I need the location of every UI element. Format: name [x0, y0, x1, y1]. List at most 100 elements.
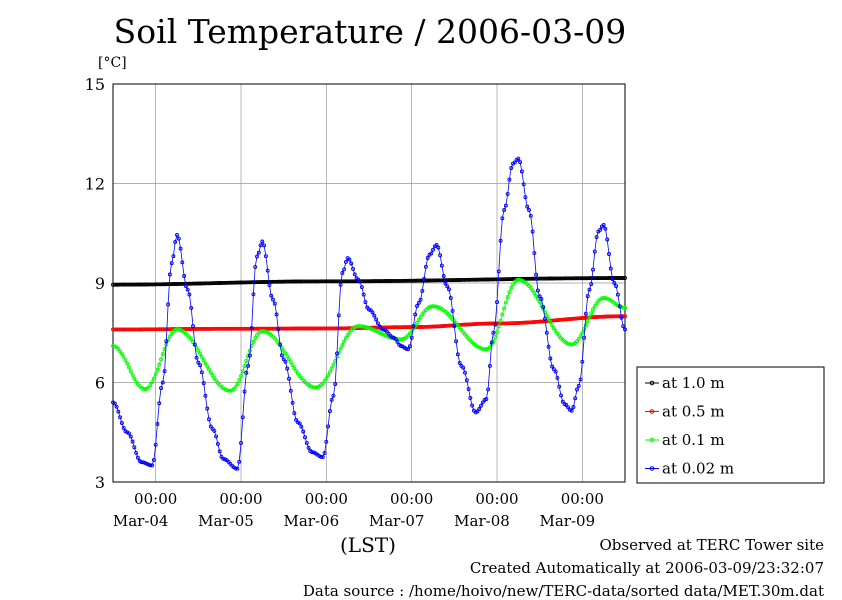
data-point [406, 347, 411, 352]
data-point [288, 360, 293, 365]
data-point [509, 166, 514, 170]
data-point [183, 284, 188, 288]
data-point [393, 325, 398, 330]
data-point [528, 213, 533, 218]
data-point [587, 276, 592, 281]
data-point [372, 279, 377, 284]
data-point [589, 276, 594, 281]
data-point [125, 327, 130, 332]
data-point [183, 327, 188, 331]
data-point [324, 376, 329, 381]
data-point [214, 326, 219, 331]
data-point [324, 326, 329, 331]
data-point [498, 277, 503, 282]
data-point [235, 280, 240, 285]
data-point [514, 321, 519, 326]
data-point [143, 327, 147, 332]
data-point [585, 276, 590, 281]
data-point [534, 293, 539, 298]
data-point [479, 277, 483, 282]
data-point [566, 317, 571, 322]
data-point [319, 454, 323, 459]
series-line [112, 157, 626, 470]
data-point [313, 385, 318, 390]
data-point [591, 307, 595, 312]
data-point [135, 327, 140, 332]
data-point [615, 314, 620, 319]
data-point [391, 278, 396, 283]
data-point [544, 276, 549, 281]
data-point [463, 322, 467, 327]
data-point [512, 321, 517, 326]
data-point [566, 405, 571, 410]
data-point [491, 330, 496, 335]
data-point [230, 280, 235, 285]
data-point [564, 317, 569, 322]
data-point [173, 240, 178, 244]
data-point [260, 329, 265, 334]
data-point [242, 280, 247, 285]
data-point [162, 327, 167, 332]
data-point [253, 326, 258, 331]
data-point [475, 409, 480, 414]
data-point [319, 279, 323, 284]
data-point [537, 294, 542, 299]
data-point [388, 279, 393, 283]
data-point [477, 321, 482, 326]
data-point [233, 466, 238, 471]
data-point [370, 279, 375, 284]
data-point [299, 279, 304, 284]
data-point [383, 279, 387, 283]
data-point [151, 457, 156, 462]
data-point [219, 281, 224, 285]
data-point [455, 323, 460, 328]
series-layer [111, 156, 627, 471]
data-point [548, 356, 553, 361]
data-point [594, 315, 599, 319]
data-point [466, 387, 471, 392]
data-point [615, 292, 620, 297]
data-point [351, 266, 355, 271]
data-point [205, 281, 210, 286]
data-point [621, 324, 626, 329]
data-point [329, 397, 334, 402]
data-point [135, 455, 140, 460]
data-point [159, 357, 163, 362]
data-point [233, 326, 238, 331]
data-point [477, 277, 482, 282]
data-point [198, 281, 203, 286]
data-point [582, 327, 587, 332]
data-point [395, 278, 400, 283]
data-point [187, 292, 192, 297]
data-point [503, 321, 508, 326]
data-point [153, 327, 158, 332]
data-point [329, 279, 334, 284]
data-point [151, 327, 156, 332]
data-point [137, 327, 142, 332]
data-point [537, 319, 542, 324]
data-point [482, 321, 487, 326]
data-point [151, 282, 156, 287]
data-point [500, 312, 505, 317]
data-point [502, 277, 507, 282]
data-point [471, 322, 476, 327]
data-point [134, 379, 139, 384]
data-point [279, 279, 284, 284]
data-point [327, 279, 332, 284]
data-point [391, 325, 396, 330]
y-tick-label: 9 [95, 274, 105, 293]
data-point [125, 282, 130, 287]
data-point [431, 304, 435, 309]
data-point [495, 300, 499, 305]
data-point [471, 277, 476, 282]
data-point [439, 263, 444, 268]
data-point [569, 276, 574, 281]
data-point [503, 300, 508, 305]
data-point [297, 326, 302, 331]
data-point [223, 326, 227, 331]
data-point [235, 381, 240, 386]
data-point [128, 282, 133, 287]
data-point [407, 278, 412, 283]
data-point [567, 342, 572, 347]
data-point [326, 279, 331, 284]
